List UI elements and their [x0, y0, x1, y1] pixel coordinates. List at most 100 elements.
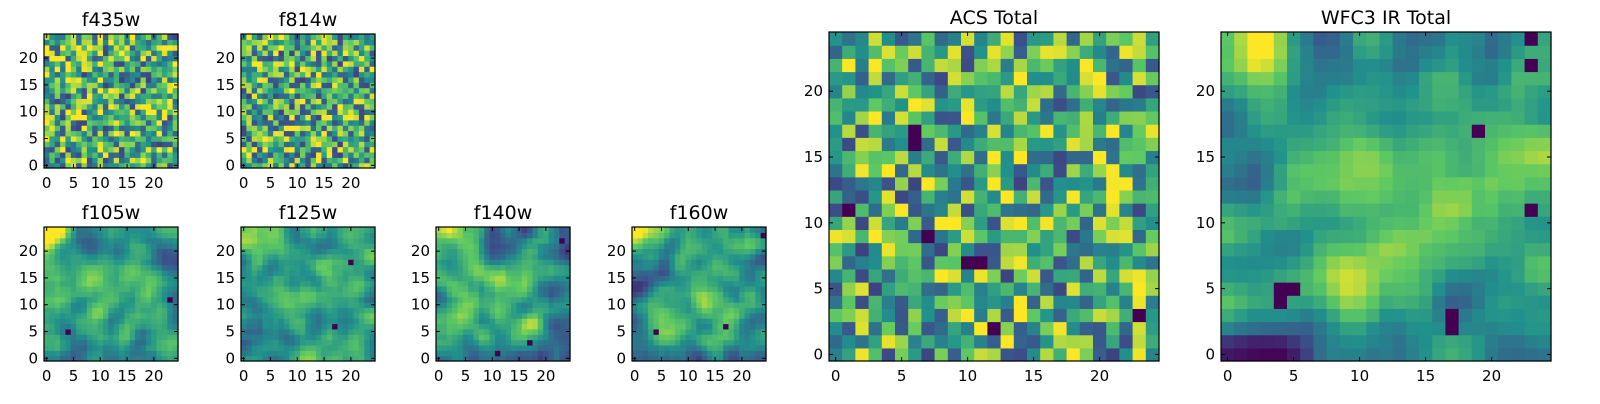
heatmap-cell: [1001, 45, 1015, 59]
heatmap-cell: [108, 323, 114, 329]
heatmap-cell: [316, 286, 322, 292]
heatmap-cell: [246, 313, 252, 319]
heatmap-cell: [124, 72, 130, 78]
heatmap-cell: [643, 345, 649, 351]
heatmap-cell: [337, 270, 343, 276]
heatmap-cell: [268, 350, 274, 356]
heatmap-cell: [1511, 335, 1525, 349]
heatmap-cell: [300, 72, 306, 78]
heatmap-cell: [103, 334, 109, 340]
heatmap-cell: [130, 55, 136, 61]
heatmap-cell: [1053, 137, 1067, 151]
heatmap-cell: [718, 275, 724, 281]
heatmap-cell: [108, 82, 114, 88]
heatmap-cell: [538, 275, 544, 281]
heatmap-cell: [452, 291, 458, 297]
heatmap-cell: [691, 350, 697, 356]
heatmap-cell: [71, 157, 77, 163]
heatmap-cell: [1067, 85, 1081, 99]
heatmap-cell: [157, 120, 163, 126]
heatmap-cell: [436, 254, 442, 260]
heatmap-cell: [359, 72, 365, 78]
heatmap-cell: [855, 348, 869, 362]
heatmap-cell: [279, 125, 285, 131]
heatmap-cell: [1525, 216, 1539, 230]
heatmap-cell: [71, 77, 77, 83]
heatmap-cell: [659, 243, 665, 249]
heatmap-cell: [124, 318, 130, 324]
heatmap-cell: [1511, 203, 1525, 217]
heatmap-cell: [305, 334, 311, 340]
heatmap-cell: [157, 157, 163, 163]
heatmap-cell: [343, 72, 349, 78]
heatmap-cell: [327, 77, 333, 83]
heatmap-cell: [348, 350, 354, 356]
heatmap-cell: [653, 345, 659, 351]
heatmap-cell: [506, 243, 512, 249]
heatmap-cell: [119, 157, 125, 163]
heatmap-cell: [723, 313, 729, 319]
heatmap-cell: [495, 232, 501, 238]
heatmap-cell: [252, 340, 258, 346]
x-tick-label: 0: [239, 367, 249, 385]
heatmap-cell: [332, 72, 338, 78]
x-tick-label: 0: [831, 367, 841, 385]
heatmap-cell: [257, 334, 263, 340]
heatmap-cell: [268, 141, 274, 147]
heatmap-cell: [151, 50, 157, 56]
heatmap-cell: [632, 259, 638, 265]
heatmap-cell: [295, 265, 301, 271]
heatmap-cell: [135, 329, 141, 335]
heatmap-cell: [670, 232, 676, 238]
heatmap-cell: [316, 281, 322, 287]
heatmap-cell: [71, 345, 77, 351]
heatmap-cell: [739, 340, 745, 346]
heatmap-cell: [119, 136, 125, 142]
heatmap-cell: [364, 98, 370, 104]
heatmap-cell: [337, 120, 343, 126]
heatmap-cell: [348, 318, 354, 324]
heatmap-cell: [895, 216, 909, 230]
y-tick-label: 0: [225, 349, 235, 367]
heatmap-cell: [1406, 269, 1420, 283]
heatmap-cell: [1080, 348, 1094, 362]
heatmap-cell: [103, 114, 109, 120]
heatmap-cell: [707, 329, 713, 335]
heatmap-cell: [167, 93, 173, 99]
heatmap-cell: [895, 229, 909, 243]
heatmap-cell: [49, 130, 55, 136]
heatmap-cell: [65, 291, 71, 297]
heatmap-cell: [653, 259, 659, 265]
heatmap-cell: [948, 124, 962, 138]
heatmap-cell: [686, 340, 692, 346]
heatmap-cell: [92, 313, 98, 319]
heatmap-cell: [707, 323, 713, 329]
heatmap-cell: [474, 270, 480, 276]
heatmap-cell: [935, 71, 949, 85]
heatmap-cell: [257, 114, 263, 120]
heatmap-cell: [119, 152, 125, 158]
heatmap-cell: [82, 318, 88, 324]
heatmap-cell: [151, 125, 157, 131]
heatmap-cell: [167, 61, 173, 67]
heatmap-cell: [739, 232, 745, 238]
heatmap-cell: [92, 61, 98, 67]
heatmap-cell: [44, 72, 50, 78]
heatmap-cell: [146, 34, 152, 40]
heatmap-cell: [354, 248, 360, 254]
heatmap-cell: [653, 350, 659, 356]
heatmap-cell: [327, 72, 333, 78]
heatmap-cell: [987, 32, 1001, 46]
heatmap-cell: [103, 39, 109, 45]
heatmap-cell: [961, 243, 975, 257]
heatmap-cell: [1300, 190, 1314, 204]
heatmap-cell: [755, 313, 761, 319]
y-tick-label: 20: [411, 242, 430, 260]
heatmap-cell: [675, 318, 681, 324]
heatmap-cell: [82, 248, 88, 254]
heatmap-cell: [680, 302, 686, 308]
heatmap-cell: [1093, 177, 1107, 191]
heatmap-cell: [146, 93, 152, 99]
